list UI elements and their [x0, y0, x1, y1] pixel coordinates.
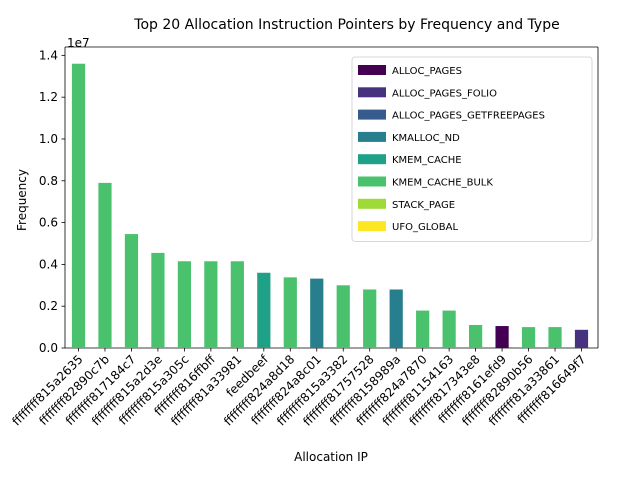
- y-tick-label: 1.2: [39, 90, 58, 104]
- bar: [177, 261, 191, 348]
- bar: [71, 63, 86, 348]
- bar: [495, 326, 509, 348]
- bar: [389, 289, 403, 348]
- legend-swatch: [358, 131, 386, 142]
- bar: [230, 261, 244, 348]
- y-axis-label: Frequency: [15, 169, 29, 231]
- legend-label: UFO_GLOBAL: [392, 222, 458, 233]
- y-tick-label: 1.0: [39, 132, 58, 146]
- bar: [151, 252, 165, 348]
- legend-swatch: [358, 109, 386, 120]
- legend-box: [351, 56, 593, 242]
- bar: [363, 289, 377, 348]
- bar: [442, 310, 456, 348]
- x-axis-label: Allocation IP: [294, 450, 368, 464]
- legend: ALLOC_PAGES ALLOC_PAGES_FOLIO ALLOC_PAGES_…: [351, 56, 593, 242]
- y-tick-label: 0.2: [39, 299, 58, 313]
- legend-swatch: [358, 87, 386, 98]
- legend-label: KMALLOC_ND: [392, 133, 460, 144]
- y-tick-label: 0.0: [39, 341, 58, 355]
- bar: [204, 261, 218, 348]
- bar: [469, 325, 483, 348]
- bar: [548, 327, 562, 348]
- bar: [257, 272, 271, 348]
- y-tick-label: 0.8: [39, 174, 58, 188]
- bar: [310, 278, 324, 348]
- legend-label: KMEM_CACHE_BULK: [392, 178, 493, 189]
- legend-label: ALLOC_PAGES_FOLIO: [392, 88, 497, 99]
- legend-swatch: [358, 198, 386, 209]
- y-tick-label: 0.4: [39, 257, 58, 271]
- legend-swatch: [358, 65, 386, 75]
- legend-swatch: [358, 154, 386, 165]
- legend-label: ALLOC_PAGES: [392, 66, 462, 77]
- bar: [283, 277, 297, 348]
- bar: [521, 327, 536, 348]
- y-offset-label: 1e7: [67, 36, 90, 50]
- y-tick-label: 0.6: [39, 216, 58, 230]
- legend-label: KMEM_CACHE: [392, 155, 462, 166]
- bar: [336, 285, 350, 348]
- bar: [416, 310, 430, 348]
- legend-label: STACK_PAGE: [392, 200, 455, 211]
- chart-title: Top 20 Allocation Instruction Pointers b…: [133, 17, 559, 33]
- y-tick-label: 1.4: [39, 48, 58, 62]
- legend-swatch: [358, 176, 386, 187]
- bar: [98, 182, 112, 348]
- bar: [574, 329, 589, 348]
- legend-swatch: [358, 221, 386, 232]
- legend-label: ALLOC_PAGES_GETFREEPAGES: [392, 111, 545, 122]
- bar: [124, 234, 139, 348]
